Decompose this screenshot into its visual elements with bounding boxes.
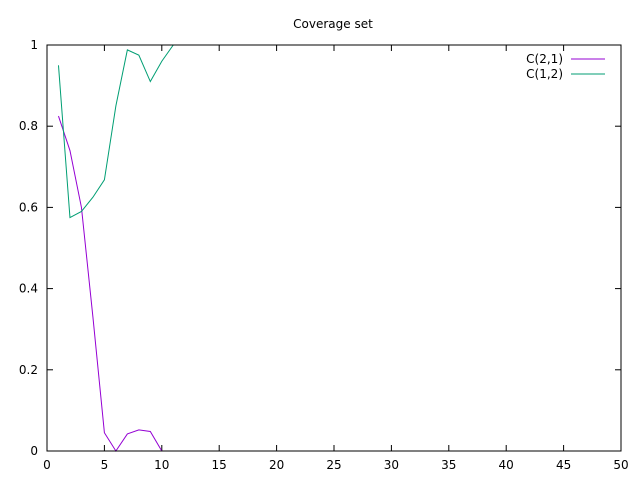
x-tick-label: 45 — [556, 458, 571, 472]
y-tick-label: 0 — [30, 444, 38, 458]
x-tick-label: 50 — [613, 458, 628, 472]
chart-title: Coverage set — [293, 17, 373, 31]
y-tick-label: 1 — [30, 38, 38, 52]
x-tick-label: 20 — [269, 458, 284, 472]
x-tick-label: 40 — [499, 458, 514, 472]
x-tick-label: 35 — [441, 458, 456, 472]
plot-layer — [57, 44, 621, 452]
y-tick-label: 0.6 — [19, 200, 38, 214]
x-tick-label: 10 — [154, 458, 169, 472]
x-tick-label: 0 — [43, 458, 51, 472]
legend-label: C(1,2) — [526, 67, 563, 81]
legend-label: C(2,1) — [526, 52, 563, 66]
x-tick-label: 15 — [212, 458, 227, 472]
ticks-layer: 0 5 10 15 20 25 30 35 40 45 50 0 0.2 0.4 0.6 0.8 1 — [19, 38, 629, 472]
x-tick-label: 30 — [384, 458, 399, 472]
x-tick-label: 5 — [101, 458, 109, 472]
legend: C(2,1)C(1,2) — [526, 52, 605, 81]
y-tick-label: 0.2 — [19, 363, 38, 377]
y-tick-label: 0.8 — [19, 119, 38, 133]
plot-frame — [46, 44, 622, 452]
y-tick-label: 0.4 — [19, 282, 38, 296]
x-tick-label: 25 — [326, 458, 341, 472]
series-line-0 — [58, 115, 621, 452]
